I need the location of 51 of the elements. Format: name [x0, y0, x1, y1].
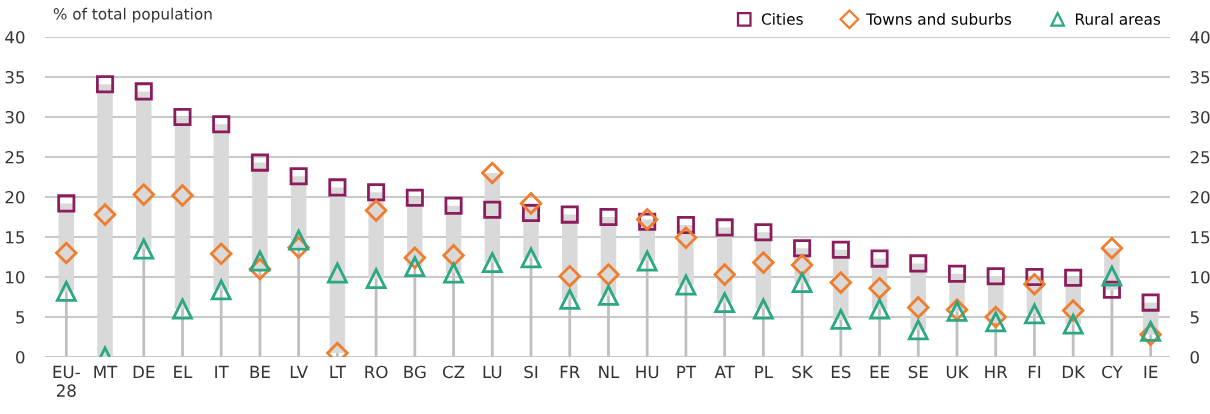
x-tick-label: BE — [250, 365, 270, 378]
legend-label: Rural areas — [1075, 13, 1161, 25]
legend-label: Towns and suburbs — [866, 13, 1012, 25]
x-tick-label: NL — [599, 365, 620, 378]
x-tick-label: IT — [215, 365, 229, 378]
x-tick-label: FI — [1028, 365, 1041, 378]
x-tick-label: EE — [870, 365, 890, 378]
x-tick-label: ES — [831, 365, 851, 379]
x-tick-label: AT — [714, 365, 735, 378]
x-tick-label: SE — [908, 365, 928, 379]
y2-tick-label: 40 — [1190, 30, 1210, 44]
y-tick-label: 5 — [16, 311, 25, 324]
y-tick-label: 25 — [5, 150, 25, 164]
x-tick-label: SK — [792, 365, 814, 379]
x-tick-label: DE — [133, 365, 155, 378]
legend-label: Cities — [761, 13, 803, 25]
x-tick-label: DK — [1062, 365, 1086, 378]
x-tick-label: EU- 28 — [53, 365, 80, 397]
x-tick-label: PL — [755, 365, 773, 378]
y-axis-title: % of total population — [53, 7, 212, 23]
y-tick-label: 10 — [6, 270, 25, 284]
y2-tick-label: 20 — [1190, 190, 1210, 204]
x-tick-label: LT — [330, 365, 347, 378]
x-tick-label: LU — [483, 365, 502, 379]
y2-tick-label: 15 — [1191, 231, 1210, 244]
y2-tick-label: 25 — [1190, 150, 1210, 164]
x-tick-label: SI — [524, 365, 538, 379]
x-tick-label: RO — [365, 365, 388, 379]
y2-tick-label: 5 — [1190, 311, 1199, 324]
y2-tick-label: 0 — [1190, 350, 1199, 364]
y-tick-label: 40 — [5, 30, 25, 44]
x-tick-label: BG — [404, 365, 426, 379]
y-tick-label: 0 — [16, 350, 25, 364]
x-tick-label: UK — [946, 365, 969, 379]
y-tick-label: 15 — [6, 231, 25, 244]
x-tick-label: IE — [1144, 365, 1158, 378]
y-tick-label: 20 — [5, 190, 25, 204]
y-tick-label: 30 — [5, 110, 25, 124]
x-tick-label: MT — [94, 365, 118, 378]
x-tick-label: CY — [1102, 365, 1123, 379]
x-tick-label: EL — [174, 365, 193, 378]
x-tick-label: CZ — [442, 365, 465, 379]
y2-tick-label: 10 — [1191, 270, 1210, 284]
x-tick-label: PT — [677, 365, 697, 378]
x-tick-label: HU — [636, 365, 659, 379]
y2-tick-label: 30 — [1190, 110, 1210, 124]
y2-tick-label: 35 — [1190, 70, 1210, 84]
x-tick-label: HR — [985, 365, 1008, 378]
x-tick-label: LV — [290, 365, 308, 378]
x-tick-label: FR — [560, 365, 580, 378]
y-tick-label: 35 — [5, 70, 25, 84]
